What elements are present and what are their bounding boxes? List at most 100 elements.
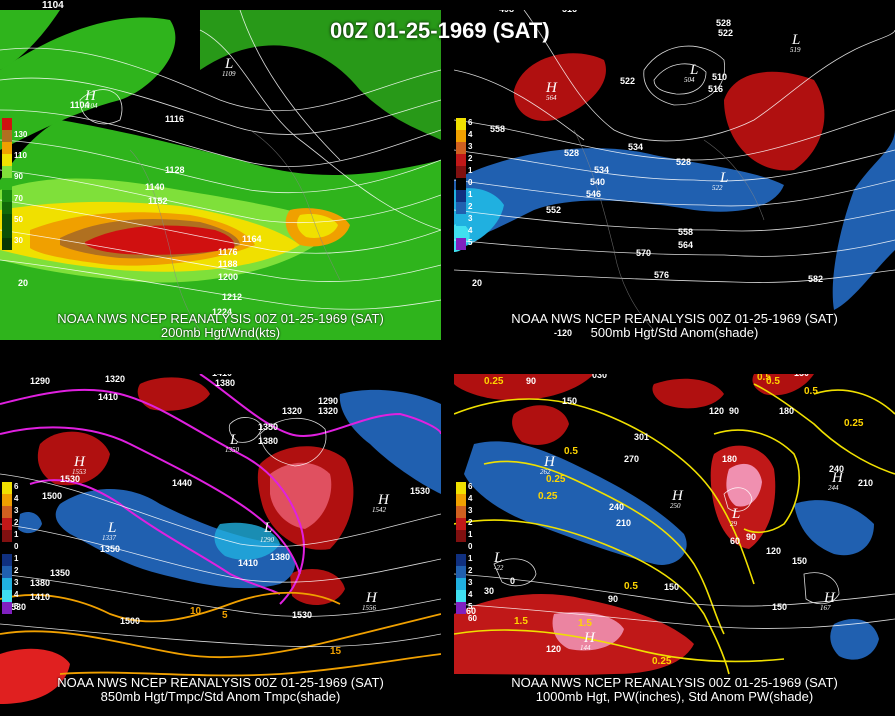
legend-label: 4 (14, 494, 19, 503)
contour-label: 516 (708, 84, 723, 94)
legend-label: 110 (14, 151, 27, 160)
low-center: L (224, 56, 233, 72)
legend-label: 4 (468, 130, 473, 139)
contour-label: 20 (472, 278, 482, 288)
contour-label: 1380 (258, 436, 278, 446)
contour-label: 270 (624, 454, 639, 464)
legend-label: 1 (468, 530, 473, 539)
legend-label: 1 (468, 190, 473, 199)
contour-label: 1104 (70, 100, 90, 110)
corner-contour-label: 1104 (42, 0, 64, 11)
legend-label: 0 (14, 542, 19, 551)
contour-label: 1530 (410, 486, 430, 496)
legend-label: 2 (468, 566, 473, 575)
contour-label: 516 (562, 10, 577, 14)
contour-label: 1320 (282, 406, 302, 416)
contour-label: 522 (718, 28, 733, 38)
high-center: H (831, 470, 844, 486)
center-value: 167 (820, 604, 831, 612)
high-center: H (583, 630, 596, 646)
pw-label: 1.5 (578, 618, 592, 629)
contour-label: 1410 (30, 592, 50, 602)
center-value: 519 (790, 46, 801, 54)
contour-label: 150 (792, 556, 807, 566)
contour-label: 534 (594, 165, 609, 175)
contour-label: 150 (664, 582, 679, 592)
center-value: -22 (494, 564, 504, 572)
center-value: 244 (828, 484, 839, 492)
panel-200mb: 1116 1128 1140 1152 1164 1176 1188 1200 … (0, 10, 441, 340)
caption-line2: 500mb Hgt/Std Anom(shade) (590, 325, 759, 340)
map-850mb: 1290 1320 1380 1410 1410 1380 1350 1320 … (0, 374, 441, 704)
legend-label: 2 (468, 154, 473, 163)
contour-label: 1224 (212, 307, 232, 317)
contour-label: 150 (794, 374, 809, 378)
legend-label: 5 (14, 602, 19, 611)
high-center: H (823, 590, 836, 606)
contour-label: 1530 (6, 602, 26, 612)
page-title: 00Z 01-25-1969 (SAT) (330, 18, 550, 43)
center-value: 1556 (362, 604, 377, 612)
contour-label: 1320 (318, 406, 338, 416)
low-center: L (791, 32, 800, 48)
color-legend: 6 4 3 2 1 0 1 2 3 4 5 60 (456, 482, 477, 623)
contour-label: 1350 (100, 544, 120, 554)
isotherm-label: 15 (330, 646, 342, 657)
legend-label: 5 (468, 238, 473, 247)
caption-line1: NOAA NWS NCEP REANALYSIS 00Z 01-25-1969 … (57, 675, 384, 690)
center-value: 1290 (260, 536, 275, 544)
pw-label: 0.5 (757, 374, 771, 383)
contour-label: 030 (592, 374, 607, 380)
contour-label: 1152 (148, 196, 168, 206)
contour-label: 498 (499, 10, 514, 14)
caption-line2: 1000mb Hgt, PW(inches), Std Anom PW(shad… (535, 689, 814, 704)
legend-label: 90 (14, 172, 23, 181)
contour-label: 1164 (242, 234, 262, 244)
contour-label: 1380 (215, 378, 235, 388)
legend-label: 4 (468, 226, 473, 235)
isotherm-label: 5 (222, 610, 228, 621)
pw-label: 0.25 (484, 376, 504, 387)
isotherm-label: 10 (190, 606, 202, 617)
contour-label: 1500 (42, 491, 62, 501)
contour-label: 582 (808, 274, 823, 284)
panel-500mb: 498 516 528 522 510 516 522 528 534 540 … (454, 10, 895, 340)
legend-label: 4 (14, 590, 19, 599)
center-value: 504 (684, 76, 695, 84)
legend-label: 2 (14, 566, 19, 575)
contour-label: 1320 (105, 374, 125, 384)
contour-label: 510 (712, 72, 727, 82)
pw-label: 1.5 (514, 616, 528, 627)
contour-label: 576 (654, 270, 669, 280)
legend-label: 0 (468, 178, 473, 187)
contour-label: 558 (490, 124, 505, 134)
panel-1000mb: 0.25 90 030 150 150 0.5 180 90 120 270 3… (454, 374, 895, 704)
contour-label: 150 (772, 602, 787, 612)
caption-line1: NOAA NWS NCEP REANALYSIS 00Z 01-25-1969 … (511, 311, 838, 326)
caption-line2: 200mb Hgt/Wnd(kts) (160, 325, 281, 340)
contour-label: 0 (510, 576, 515, 586)
center-value: 1553 (72, 468, 87, 476)
legend-label: 4 (468, 494, 473, 503)
contour-label: 570 (636, 248, 651, 258)
contour-label: 1350 (50, 568, 70, 578)
contour-label: 1530 (292, 610, 312, 620)
legend-label: 1 (468, 554, 473, 563)
legend-label: 2 (468, 202, 473, 211)
caption-line1: NOAA NWS NCEP REANALYSIS 00Z 01-25-1969 … (511, 675, 838, 690)
contour-label: 240 (609, 502, 624, 512)
map-1000mb: 0.25 90 030 150 150 0.5 180 90 120 270 3… (454, 374, 895, 704)
contour-label: 1290 (30, 376, 50, 386)
pw-label: 0.5 (766, 376, 780, 387)
contour-label: 90 (746, 532, 756, 542)
pw-label: 0.5 (564, 446, 578, 457)
high-center: H (377, 492, 390, 508)
contour-label: 528 (676, 157, 691, 167)
contour-label: 1380 (270, 552, 290, 562)
contour-label: 30 (484, 586, 494, 596)
caption-line2: 850mb Hgt/Tmpc/Std Anom Tmpc(shade) (100, 689, 341, 704)
legend-label: 70 (14, 194, 23, 203)
contour-label: 120 (709, 406, 724, 416)
legend-label: 3 (468, 214, 473, 223)
map-200mb: 1116 1128 1140 1152 1164 1176 1188 1200 … (0, 10, 441, 340)
